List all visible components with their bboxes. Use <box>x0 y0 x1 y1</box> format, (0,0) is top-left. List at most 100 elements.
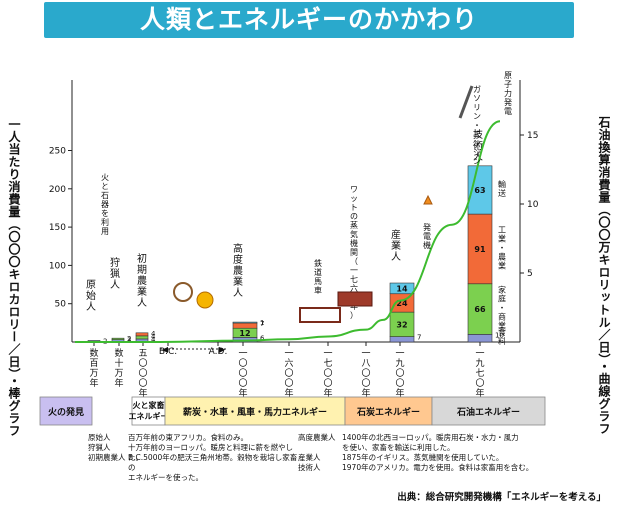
x-tick-label: 一〇〇〇年 <box>238 349 247 399</box>
generator-icon <box>423 194 433 205</box>
right-tick-label: 5 <box>527 269 533 279</box>
bar-label: 技術人 <box>473 128 483 163</box>
right-tick-label: 10 <box>527 200 539 210</box>
windmill-icon <box>173 282 193 302</box>
bar-segment-label: 12 <box>239 329 250 338</box>
note-desc-2: 十万年前のヨーロッパ。暖房と料理に薪を燃やした。 <box>128 443 293 462</box>
bar-label: 狩猟人 <box>110 256 120 291</box>
note-desc-3: B.C.5000年の肥沃三角州地帯。穀物を栽培し家畜の エネルギーを使った。 <box>128 453 298 482</box>
bar-segment <box>232 322 258 329</box>
era-label: 薪炭・水車・風車・馬力エネルギー <box>183 406 327 418</box>
curve-line <box>74 120 501 344</box>
bar-label: 産業人 <box>391 228 401 263</box>
note-term-2: 狩猟人 <box>88 443 111 452</box>
note-desc-5: 1875年のイギリス。蒸気機関を使用していた。 <box>342 453 504 462</box>
note-term-6: 技術人 <box>298 463 321 472</box>
x-tick-label: 一八〇〇年 <box>361 349 370 399</box>
bar-segment <box>232 321 258 324</box>
annotation-label: 火と石器を利用 <box>101 173 109 236</box>
x-tick-label: 一九七〇年 <box>475 349 484 399</box>
x-tick-label: B.C. <box>159 347 177 357</box>
bar-segment-label: 2 <box>127 335 131 343</box>
bar-segment <box>467 213 493 285</box>
bar-segment <box>389 336 415 343</box>
bar-segment <box>389 311 415 337</box>
note-term-5: 産業人 <box>298 453 321 462</box>
engine-icon <box>458 85 474 119</box>
bar-segment-label: 91 <box>474 245 486 254</box>
era-label: 石油エネルギー <box>456 406 520 418</box>
right-tick-label: 15 <box>527 131 538 141</box>
era-segment <box>431 396 546 426</box>
bar-segment-label: 7 <box>417 334 421 342</box>
left-tick-label: 250 <box>49 147 66 157</box>
component-label: 家庭・商業 <box>498 285 506 331</box>
era-label: 火の発見 <box>48 406 84 418</box>
bar-segment-label: 3 <box>127 337 131 345</box>
page-title: 人類とエネルギーのかかわり <box>139 5 478 34</box>
arrow-head-right: ▶ <box>219 345 226 354</box>
bar-segment-label: 4 <box>151 333 156 341</box>
bar-segment-label: 10 <box>495 331 504 339</box>
note-desc-6: 1970年のアメリカ。電力を使用。食料は家畜用を含む。 <box>342 463 534 472</box>
x-tick-label: A.D. <box>209 347 228 357</box>
component-label: 食料 <box>498 327 506 346</box>
bar-segment-label: 32 <box>396 320 407 329</box>
era-label: 石炭エネルギー <box>356 406 420 418</box>
x-tick-label: 一七〇〇年 <box>323 349 332 399</box>
note-term-3: 初期農業人 <box>88 453 126 462</box>
left-axis-title: 一人当たり消費量（〇〇〇キロカロリー／日）・棒グラフ <box>7 118 21 437</box>
bar-segment-label: 4 <box>151 336 156 344</box>
bar-segment-label: 66 <box>474 305 486 314</box>
steam-engine-icon <box>337 291 373 307</box>
bar-segment <box>389 282 415 295</box>
waterwheel-icon <box>196 291 214 309</box>
bar-segment <box>467 283 493 335</box>
bar-segment-label: 14 <box>396 284 408 293</box>
component-label: 輸送 <box>498 179 506 198</box>
x-tick-label: 数十万年 <box>114 347 123 389</box>
component-label: 工業・農業 <box>498 225 506 270</box>
bar-label: 高度農業人 <box>233 242 243 299</box>
annotation-label: ガソリン・エンジン <box>473 84 481 166</box>
left-tick-label: 200 <box>49 185 66 195</box>
bar-segment <box>467 334 493 343</box>
bar-segment-label: 7 <box>260 320 264 328</box>
x-tick-label: 一六〇〇年 <box>284 349 293 399</box>
era-label-2: エネルギー <box>129 411 169 421</box>
note-term-1: 原始人 <box>88 433 111 442</box>
left-tick-label: 100 <box>49 261 66 271</box>
title-banner: 人類とエネルギーのかかわり <box>44 2 574 38</box>
bar-label: 初期農業人 <box>137 252 147 309</box>
source-credit: 出典：総合研究開発機構「エネルギーを考える」 <box>397 492 606 503</box>
bar-segment-label: 24 <box>396 299 408 308</box>
bar-segment <box>111 337 125 341</box>
era-label: 火と家畜 <box>133 400 165 410</box>
arrow-head-left: ◀ <box>162 345 169 354</box>
left-tick-label: 150 <box>49 223 66 233</box>
era-segment <box>164 396 346 426</box>
bar-segment-label: 4 <box>151 330 156 338</box>
bar-segment-label: 6 <box>260 334 265 342</box>
bar-segment <box>135 335 149 340</box>
bar-segment <box>135 332 149 337</box>
annotation-label: 鉄道馬車 <box>314 258 322 295</box>
note-desc-1: 百万年前の東アフリカ。食料のみ。 <box>128 433 248 442</box>
left-tick-label: 50 <box>55 300 67 310</box>
annotation-label: 発電機 <box>423 223 431 250</box>
era-segment <box>39 396 93 426</box>
bar-segment-label: 63 <box>474 186 485 195</box>
right-axis-title: 石油換算消費量（〇〇万キロリットル／日）・曲線グラフ <box>597 116 611 435</box>
bar-label: 原始人 <box>86 279 96 313</box>
x-tick-label: 一九〇〇年 <box>395 349 404 399</box>
era-segment <box>131 396 166 426</box>
horse-carriage-icon <box>299 307 341 323</box>
annotation-label: 原子力発電 <box>504 71 512 116</box>
x-tick-label: 数百万年 <box>89 347 98 389</box>
era-segment <box>344 396 433 426</box>
note-term-4: 高度農業人 <box>298 433 336 442</box>
x-tick-label: 五〇〇〇年 <box>138 349 147 399</box>
bar-segment-label: 1 <box>260 319 264 327</box>
note-desc-4: 1400年の北西ヨーロッパ。暖房用石炭・水力・風力 を使い、家畜を輸送に利用した… <box>342 433 519 452</box>
